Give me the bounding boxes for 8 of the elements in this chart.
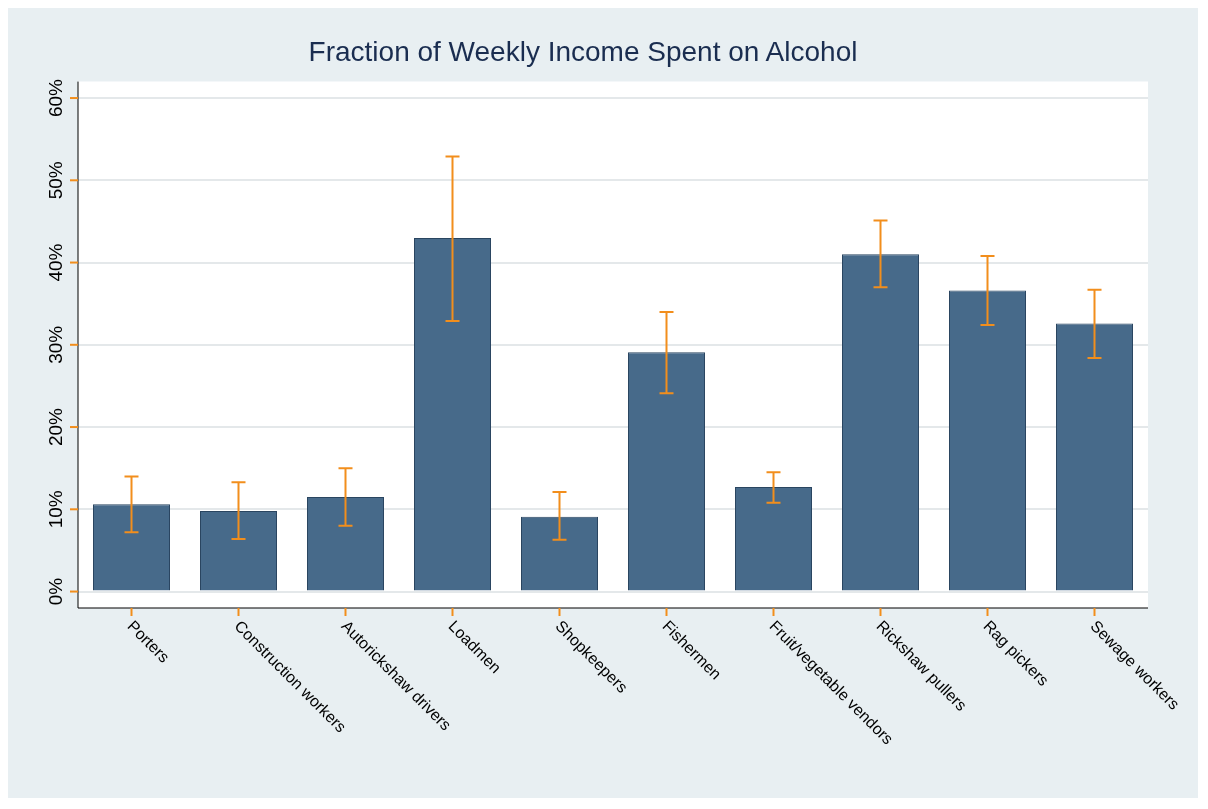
y-tick-label: 40% [44,243,66,282]
y-tick-label: 30% [44,325,66,364]
y-tick-label: 50% [44,161,66,200]
chart-title: Fraction of Weekly Income Spent on Alcohol [308,35,858,67]
y-tick-label: 60% [44,78,66,118]
y-tick-label: 0% [44,577,66,606]
y-tick-label: 10% [44,490,66,529]
y-tick-label: 20% [44,407,66,447]
